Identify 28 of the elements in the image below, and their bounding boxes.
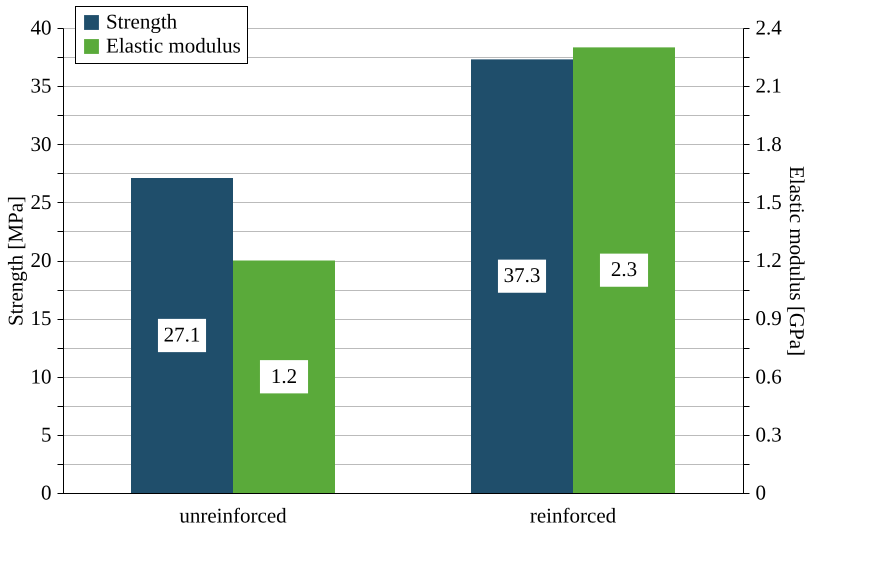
y-tick-label: 5: [41, 422, 52, 446]
y2-tick-label: 2.4: [756, 16, 782, 40]
y2-tick-label: 0.6: [756, 364, 782, 388]
y-tick-label: 20: [30, 248, 52, 272]
y2-tick-label: 2.1: [756, 74, 782, 98]
y-tick-label: 35: [30, 74, 52, 98]
y-tick-label: 25: [30, 190, 52, 214]
y2-tick-label: 0: [756, 480, 766, 504]
y2-tick-label: 0.3: [756, 422, 782, 446]
legend-label: Elastic modulus: [106, 34, 241, 58]
data-label: 2.3: [610, 257, 638, 282]
x-tick-label: unreinforced: [179, 504, 288, 528]
y-tick-label: 0: [41, 480, 52, 504]
data-label: 37.3: [504, 263, 540, 288]
y-axis-title: Strength [MPa]: [4, 196, 28, 326]
y2-tick-label: 1.8: [756, 132, 782, 156]
y2-tick-label: 1.2: [756, 248, 782, 272]
data-label: 27.1: [164, 322, 200, 346]
y-tick-label: 15: [30, 306, 52, 330]
y-tick-label: 10: [30, 364, 52, 388]
y2-tick-label: 0.9: [756, 306, 782, 330]
y2-axis-title: Elastic modulus [GPa]: [784, 166, 809, 356]
x-tick-label: reinforced: [530, 504, 617, 528]
y2-tick-label: 1.5: [756, 190, 782, 214]
y-tick-label: 40: [30, 16, 52, 40]
y-tick-label: 30: [30, 132, 52, 156]
legend-label: Strength: [106, 10, 178, 34]
data-label: 1.2: [270, 364, 298, 388]
